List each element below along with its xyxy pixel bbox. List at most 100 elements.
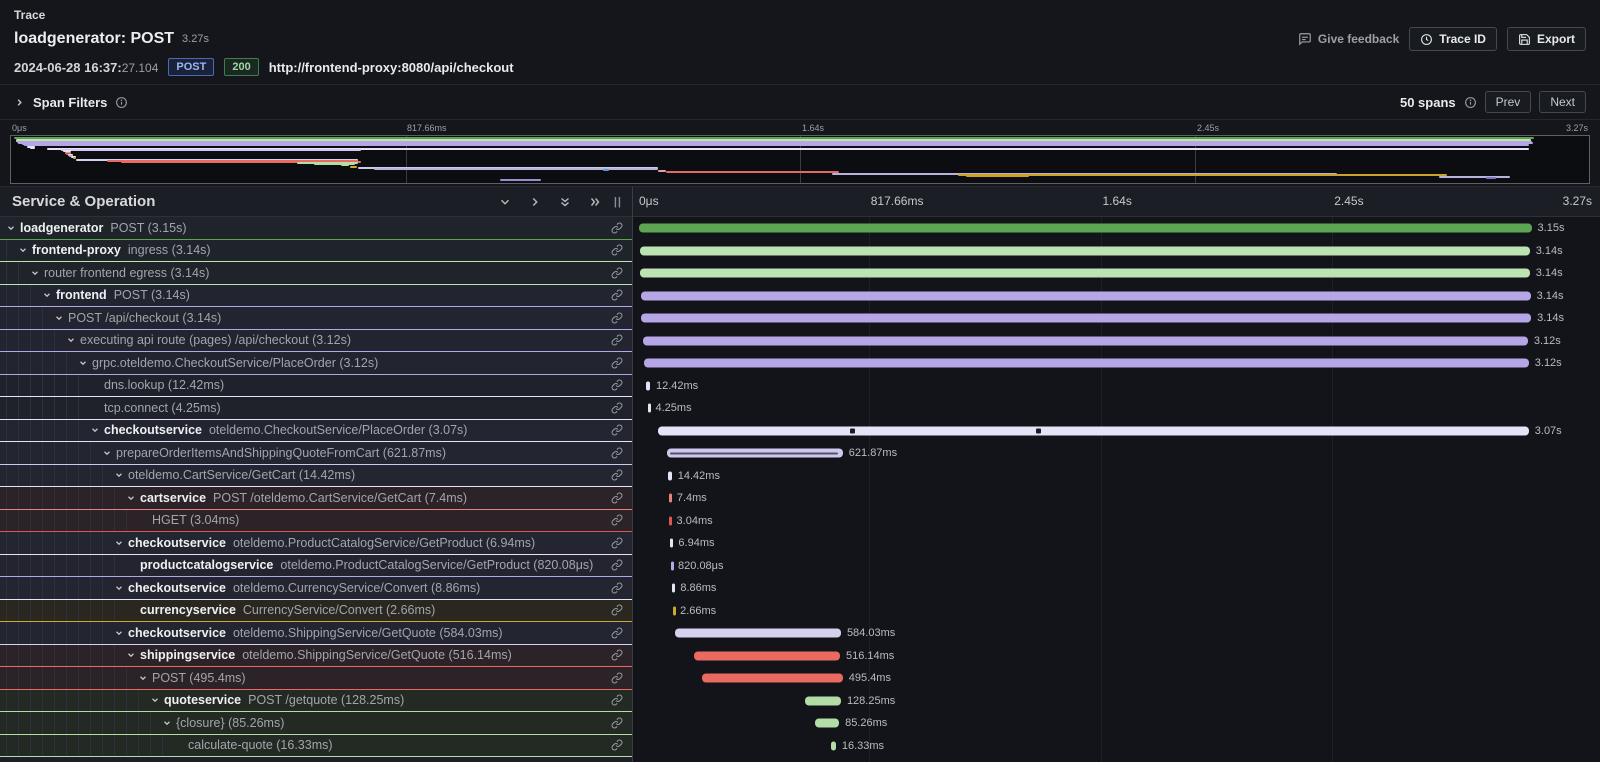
next-span-button[interactable]: Next xyxy=(1539,91,1586,113)
span-row[interactable]: quoteservice POST /getquote (128.25ms) xyxy=(0,689,632,712)
give-feedback-link[interactable]: Give feedback xyxy=(1298,32,1399,46)
span-duration-bar[interactable] xyxy=(639,268,1530,278)
span-duration-bar[interactable] xyxy=(639,246,1530,256)
collapse-chevron-icon[interactable] xyxy=(30,262,44,284)
collapse-chevron-icon[interactable] xyxy=(90,420,104,442)
span-row[interactable]: shippingservice oteldemo.ShippingService/… xyxy=(0,644,632,667)
span-link-icon[interactable] xyxy=(611,465,632,487)
collapse-chevron-icon[interactable] xyxy=(114,465,128,487)
span-link-icon[interactable] xyxy=(611,352,632,374)
span-link-icon[interactable] xyxy=(611,285,632,307)
collapse-chevron-icon[interactable] xyxy=(18,240,32,262)
span-duration-bar[interactable] xyxy=(648,403,652,413)
collapse-chevron-icon[interactable] xyxy=(78,352,92,374)
span-row[interactable]: router frontend egress (3.14s) xyxy=(0,262,632,285)
span-row[interactable]: prepareOrderItemsAndShippingQuoteFromCar… xyxy=(0,442,632,465)
span-row[interactable]: checkoutservice oteldemo.CurrencyService/… xyxy=(0,577,632,600)
span-link-icon[interactable] xyxy=(611,397,632,419)
span-row[interactable]: checkoutservice oteldemo.ProductCatalogSe… xyxy=(0,532,632,555)
collapse-chevron-icon[interactable] xyxy=(114,532,128,554)
collapse-chevron-icon[interactable] xyxy=(54,307,68,329)
trace-id-button[interactable]: Trace ID xyxy=(1409,27,1497,51)
minimap-canvas[interactable] xyxy=(10,135,1590,184)
span-duration-bar[interactable] xyxy=(658,426,1529,436)
span-filters-toggle[interactable]: Span Filters xyxy=(14,95,128,110)
span-duration-bar[interactable] xyxy=(646,381,650,391)
collapse-chevron-icon[interactable] xyxy=(6,217,20,239)
span-link-icon[interactable] xyxy=(611,645,632,667)
span-duration-bar[interactable] xyxy=(670,538,674,548)
span-link-icon[interactable] xyxy=(611,510,632,532)
span-link-icon[interactable] xyxy=(611,217,632,239)
collapse-chevron-icon[interactable] xyxy=(162,712,176,734)
span-row[interactable]: tcp.connect (4.25ms) xyxy=(0,397,632,420)
span-row[interactable]: dns.lookup (12.42ms) xyxy=(0,374,632,397)
span-row[interactable]: productcatalogservice oteldemo.ProductCat… xyxy=(0,554,632,577)
span-link-icon[interactable] xyxy=(611,690,632,712)
span-row[interactable]: executing api route (pages) /api/checkou… xyxy=(0,329,632,352)
span-link-icon[interactable] xyxy=(611,262,632,284)
collapse-chevron-icon[interactable] xyxy=(42,285,56,307)
span-link-icon[interactable] xyxy=(611,307,632,329)
span-duration-bar[interactable] xyxy=(669,516,673,526)
span-row[interactable]: HGET (3.04ms) xyxy=(0,509,632,532)
span-row[interactable]: loadgenerator POST (3.15s) xyxy=(0,217,632,240)
span-row[interactable]: grpc.oteldemo.CheckoutService/PlaceOrder… xyxy=(0,352,632,375)
span-duration-bar[interactable] xyxy=(693,651,840,661)
span-link-icon[interactable] xyxy=(611,735,632,757)
span-row[interactable]: currencyservice CurrencyService/Convert (… xyxy=(0,599,632,622)
span-duration-bar[interactable] xyxy=(671,561,675,571)
panel-resize-handle[interactable]: || xyxy=(613,195,622,208)
collapse-chevron-icon[interactable] xyxy=(102,442,116,464)
span-row[interactable]: checkoutservice oteldemo.CheckoutService/… xyxy=(0,419,632,442)
span-row[interactable]: frontend-proxy ingress (3.14s) xyxy=(0,239,632,262)
span-duration-bar[interactable] xyxy=(667,471,672,481)
collapse-all-icon[interactable] xyxy=(558,195,572,209)
span-duration-bar[interactable] xyxy=(673,606,677,616)
span-duration-bar[interactable] xyxy=(638,223,1532,233)
prev-span-button[interactable]: Prev xyxy=(1484,91,1532,113)
collapse-chevron-icon[interactable] xyxy=(126,487,140,509)
span-link-icon[interactable] xyxy=(611,487,632,509)
span-link-icon[interactable] xyxy=(611,420,632,442)
span-link-icon[interactable] xyxy=(611,375,632,397)
span-duration-bar[interactable] xyxy=(701,673,843,683)
span-duration-bar[interactable] xyxy=(671,583,675,593)
span-duration-bar[interactable] xyxy=(830,741,836,751)
span-duration-bar[interactable] xyxy=(675,628,841,638)
span-row[interactable]: POST (495.4ms) xyxy=(0,667,632,690)
span-row[interactable]: cartservice POST /oteldemo.CartService/Ge… xyxy=(0,487,632,510)
export-button[interactable]: Export xyxy=(1506,27,1586,51)
span-link-icon[interactable] xyxy=(611,555,632,577)
span-duration-bar[interactable] xyxy=(804,696,841,706)
span-link-icon[interactable] xyxy=(611,442,632,464)
expand-one-icon[interactable] xyxy=(528,195,542,209)
span-link-icon[interactable] xyxy=(611,330,632,352)
collapse-chevron-icon[interactable] xyxy=(114,622,128,644)
span-link-icon[interactable] xyxy=(611,240,632,262)
collapse-chevron-icon[interactable] xyxy=(126,645,140,667)
collapse-chevron-icon[interactable] xyxy=(150,690,164,712)
span-row[interactable]: POST /api/checkout (3.14s) xyxy=(0,307,632,330)
collapse-one-icon[interactable] xyxy=(498,195,512,209)
span-duration-bar[interactable] xyxy=(640,291,1531,301)
span-duration-bar[interactable] xyxy=(814,718,840,728)
collapse-chevron-icon[interactable] xyxy=(114,577,128,599)
span-row[interactable]: calculate-quote (16.33ms) xyxy=(0,734,632,757)
span-link-icon[interactable] xyxy=(611,532,632,554)
span-row[interactable]: oteldemo.CartService/GetCart (14.42ms) xyxy=(0,464,632,487)
span-duration-bar[interactable] xyxy=(644,358,1529,368)
collapse-chevron-icon[interactable] xyxy=(66,330,80,352)
span-duration-bar[interactable] xyxy=(666,448,843,458)
span-row[interactable]: checkoutservice oteldemo.ShippingService/… xyxy=(0,622,632,645)
span-link-icon[interactable] xyxy=(611,622,632,644)
span-row[interactable]: frontend POST (3.14s) xyxy=(0,284,632,307)
span-duration-bar[interactable] xyxy=(641,313,1532,323)
span-link-icon[interactable] xyxy=(611,712,632,734)
span-duration-bar[interactable] xyxy=(668,493,672,503)
span-link-icon[interactable] xyxy=(611,600,632,622)
span-link-icon[interactable] xyxy=(611,577,632,599)
span-duration-bar[interactable] xyxy=(643,336,1528,346)
expand-all-icon[interactable] xyxy=(588,195,602,209)
span-row[interactable]: {closure} (85.26ms) xyxy=(0,712,632,735)
